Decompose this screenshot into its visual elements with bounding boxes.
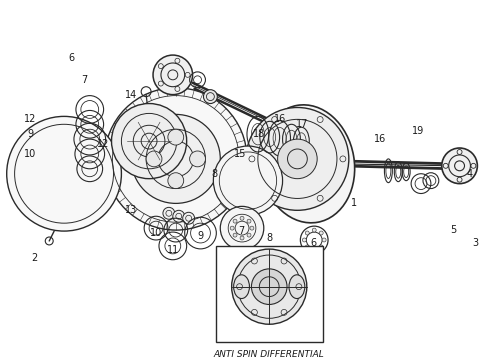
Text: 3: 3 bbox=[472, 238, 478, 248]
Circle shape bbox=[203, 90, 217, 104]
Text: 8: 8 bbox=[211, 169, 218, 179]
Text: 10: 10 bbox=[150, 228, 162, 238]
Circle shape bbox=[302, 238, 306, 242]
Text: 19: 19 bbox=[412, 126, 424, 136]
Circle shape bbox=[247, 233, 251, 237]
Circle shape bbox=[319, 231, 323, 235]
Circle shape bbox=[247, 219, 251, 223]
Ellipse shape bbox=[260, 105, 355, 223]
Circle shape bbox=[230, 226, 234, 230]
Circle shape bbox=[190, 151, 205, 167]
Text: 7: 7 bbox=[238, 226, 244, 236]
Text: 4: 4 bbox=[466, 169, 472, 179]
Text: 8: 8 bbox=[266, 233, 272, 243]
Text: 5: 5 bbox=[450, 225, 457, 235]
Circle shape bbox=[168, 173, 184, 189]
Text: 17: 17 bbox=[296, 119, 309, 129]
Text: 9: 9 bbox=[197, 231, 203, 241]
Circle shape bbox=[322, 238, 326, 242]
Text: 16: 16 bbox=[374, 134, 387, 144]
Text: 7: 7 bbox=[81, 75, 87, 85]
Circle shape bbox=[240, 216, 244, 220]
Circle shape bbox=[305, 245, 309, 249]
Circle shape bbox=[233, 219, 237, 223]
Circle shape bbox=[131, 114, 220, 203]
Ellipse shape bbox=[289, 275, 305, 298]
Circle shape bbox=[240, 236, 244, 240]
Text: 16: 16 bbox=[273, 114, 286, 124]
Circle shape bbox=[153, 55, 193, 95]
Circle shape bbox=[312, 248, 316, 252]
Bar bbox=[216, 246, 322, 342]
Text: 15: 15 bbox=[234, 149, 246, 159]
Circle shape bbox=[213, 146, 283, 215]
Circle shape bbox=[112, 104, 187, 179]
Circle shape bbox=[163, 207, 175, 219]
Circle shape bbox=[233, 233, 237, 237]
Circle shape bbox=[305, 231, 309, 235]
Circle shape bbox=[251, 269, 287, 305]
Circle shape bbox=[183, 212, 195, 224]
Ellipse shape bbox=[234, 275, 249, 298]
Text: ANTI SPIN DIFFERENTIAL: ANTI SPIN DIFFERENTIAL bbox=[214, 350, 324, 359]
Text: 2: 2 bbox=[31, 253, 38, 263]
Circle shape bbox=[220, 206, 264, 250]
Text: 10: 10 bbox=[24, 149, 37, 159]
Circle shape bbox=[7, 116, 122, 231]
Text: 12: 12 bbox=[98, 139, 110, 149]
Text: 14: 14 bbox=[125, 90, 137, 100]
Circle shape bbox=[104, 88, 247, 230]
Circle shape bbox=[312, 228, 316, 232]
Circle shape bbox=[246, 108, 349, 210]
Circle shape bbox=[278, 139, 317, 179]
Circle shape bbox=[146, 151, 162, 167]
Text: 6: 6 bbox=[310, 238, 316, 248]
Text: 12: 12 bbox=[24, 114, 37, 124]
Text: 13: 13 bbox=[125, 205, 137, 215]
Text: 1: 1 bbox=[351, 198, 357, 208]
Circle shape bbox=[442, 148, 477, 184]
Circle shape bbox=[168, 129, 184, 145]
Text: 6: 6 bbox=[68, 53, 74, 63]
Circle shape bbox=[173, 210, 185, 222]
Circle shape bbox=[250, 226, 254, 230]
Circle shape bbox=[232, 249, 307, 324]
Text: 9: 9 bbox=[27, 129, 33, 139]
Circle shape bbox=[319, 245, 323, 249]
Text: 11: 11 bbox=[167, 245, 179, 255]
Text: 18: 18 bbox=[253, 129, 265, 139]
